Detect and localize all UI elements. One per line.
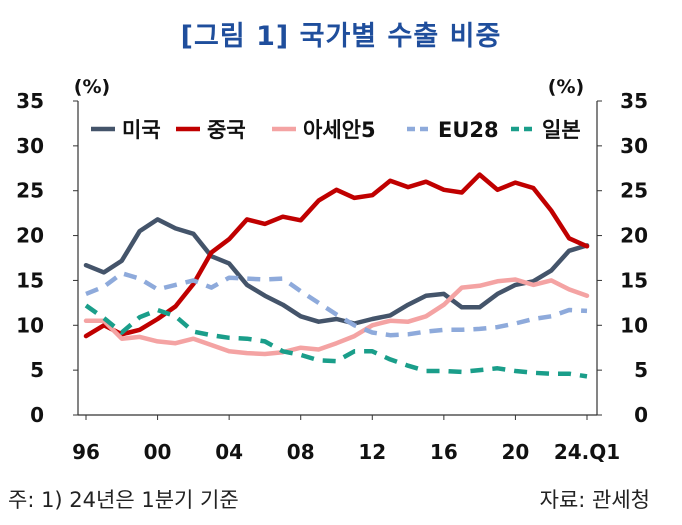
- series-line-아세안5: [83, 277, 590, 357]
- y-tick-label-right: 5: [634, 358, 648, 382]
- y-tick-label-left: 20: [16, 224, 44, 248]
- y-tick-label-left: 35: [16, 89, 44, 113]
- legend-label: EU28: [438, 118, 499, 142]
- y-axis-unit-right: (%): [548, 76, 584, 98]
- y-tick-label-left: 5: [30, 358, 44, 382]
- series-line-EU28: [85, 271, 588, 338]
- y-tick-label-right: 0: [634, 403, 648, 427]
- x-tick-label: 12: [358, 440, 386, 464]
- legend-label: 중국: [207, 118, 246, 142]
- legend-label: 일본: [542, 118, 581, 142]
- y-tick-label-right: 15: [620, 268, 648, 292]
- x-tick-label: 24.Q1: [554, 440, 620, 464]
- series-line-미국: [83, 217, 590, 326]
- chart-title: [그림 1] 국가별 수출 비중: [180, 21, 502, 52]
- y-tick-label-right: 20: [620, 224, 648, 248]
- x-tick-label: 96: [72, 440, 100, 464]
- y-tick-label-right: 10: [620, 313, 648, 337]
- legend-label: 미국: [122, 118, 161, 142]
- series-line-일본: [84, 303, 588, 379]
- y-tick-label-right: 25: [620, 179, 648, 203]
- source-note: 자료: 관세청: [539, 488, 650, 512]
- line-chart: 0 5 10 15 20 25 30 35 0 5 10 15 20 25 30 35 96 00 04 08 12…: [16, 76, 648, 464]
- legend-label: 아세안5: [303, 118, 376, 142]
- x-tick-label: 16: [430, 440, 458, 464]
- y-tick-label-right: 35: [620, 89, 648, 113]
- y-tick-label-left: 30: [16, 134, 44, 158]
- y-tick-label-left: 10: [16, 313, 44, 337]
- y-axis-unit-left: (%): [74, 76, 110, 98]
- x-tick-label: 08: [287, 440, 315, 464]
- y-tick-label-left: 0: [30, 403, 44, 427]
- y-tick-label-left: 25: [16, 179, 44, 203]
- footnote: 주: 1) 24년은 1분기 기준: [8, 488, 239, 512]
- x-tick-label: 04: [215, 440, 243, 464]
- y-tick-label-right: 30: [620, 134, 648, 158]
- series-line-중국: [83, 172, 590, 339]
- x-tick-label: 00: [144, 440, 172, 464]
- y-tick-label-left: 15: [16, 268, 44, 292]
- x-tick-label: 20: [502, 440, 530, 464]
